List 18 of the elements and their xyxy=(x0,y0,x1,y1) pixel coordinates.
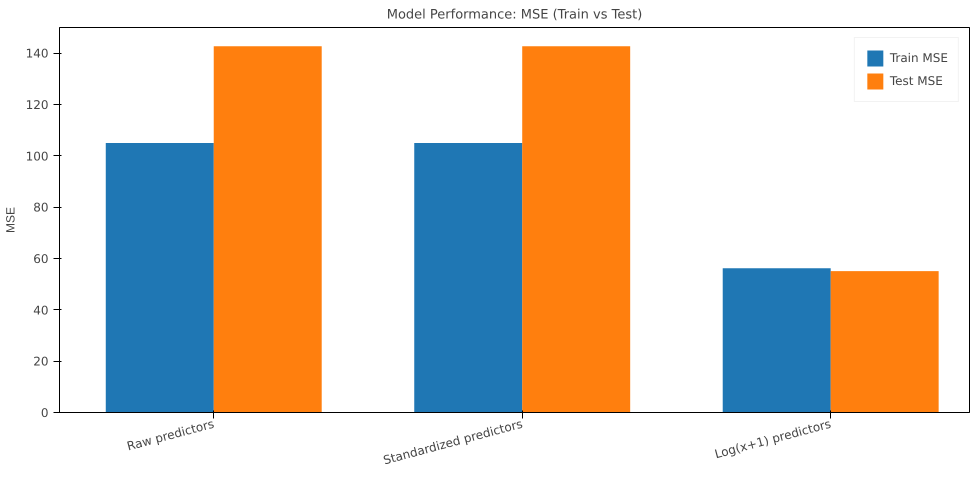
bar xyxy=(522,46,630,412)
bar xyxy=(106,143,214,412)
legend-label: Train MSE xyxy=(890,51,948,65)
y-tick-label: 0 xyxy=(40,406,49,420)
bar xyxy=(830,271,939,412)
bar xyxy=(722,268,831,412)
y-tick-label: 120 xyxy=(26,98,48,112)
bar xyxy=(214,46,322,412)
y-tick-label: 60 xyxy=(33,252,49,266)
y-tick-label: 20 xyxy=(33,354,49,369)
bar xyxy=(414,143,522,412)
legend-label: Test MSE xyxy=(890,74,943,88)
y-tick-label: 80 xyxy=(33,200,49,215)
y-tick-label: 140 xyxy=(26,46,48,61)
y-axis-title: MSE xyxy=(4,206,18,233)
y-tick-label: 100 xyxy=(26,149,48,164)
chart-title: Model Performance: MSE (Train vs Test) xyxy=(386,8,642,22)
y-tick-label: 40 xyxy=(33,303,49,318)
